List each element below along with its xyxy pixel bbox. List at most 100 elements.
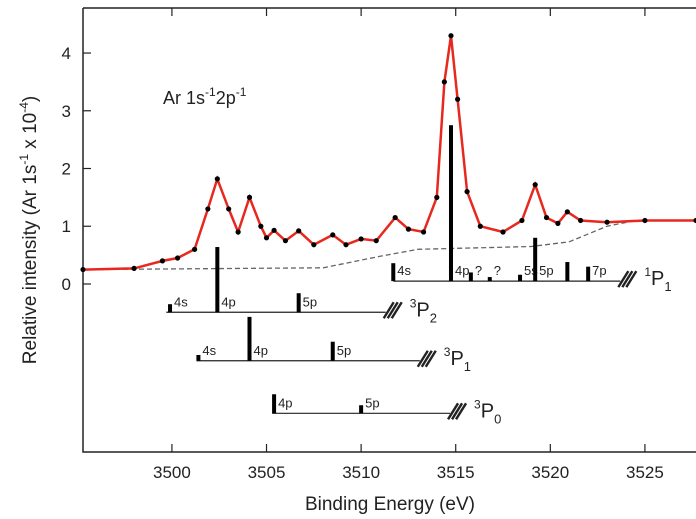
data-point (392, 214, 398, 221)
data-point (464, 189, 470, 195)
y-tick-label: 1 (62, 217, 71, 236)
term-letter: P (651, 268, 664, 290)
stick (533, 237, 538, 282)
data-point (405, 226, 412, 232)
y-label-part: ) (20, 96, 41, 102)
stick-label: 4p (455, 263, 469, 278)
y-axis-label: Relative intensity (Ar 1s-1 x 10-4) (17, 96, 41, 364)
x-tick-label: 3515 (437, 463, 475, 482)
plot-frame (82, 7, 696, 453)
data-point (577, 217, 584, 224)
y-tick-label: 0 (62, 275, 71, 294)
x-tick-label: 3500 (153, 463, 191, 482)
annotation: Ar 1s-12p-1 (163, 85, 247, 108)
term-sub: 0 (494, 411, 501, 426)
ladder-end-mark (451, 402, 464, 420)
term-label: 1P1 (644, 265, 671, 294)
data-point (343, 242, 349, 248)
data-point (532, 182, 538, 188)
data-point (477, 223, 483, 229)
data-point (214, 176, 220, 182)
stick (272, 394, 277, 414)
data-point (174, 255, 181, 261)
stick (565, 262, 570, 282)
term-sup: 1 (644, 265, 651, 279)
term-letter: P (416, 299, 429, 321)
data-point (246, 194, 253, 200)
data-point (226, 206, 232, 212)
x-axis-label: Binding Energy (eV) (305, 494, 475, 515)
stick-label: 4s (397, 263, 411, 278)
stick-label: 5p (303, 294, 317, 309)
term-letter: P (450, 348, 463, 370)
stick (359, 405, 364, 414)
data-point (555, 220, 561, 226)
term-sub: 1 (664, 279, 671, 294)
data-point (235, 229, 241, 235)
data-point (604, 219, 610, 225)
stick (487, 277, 492, 282)
term-sup: 3 (410, 296, 417, 310)
stick-label: 4p (221, 294, 235, 309)
ladder-end-mark (420, 350, 433, 368)
stick-label: 5p (539, 263, 553, 278)
y-label-part: x 10 (20, 113, 41, 154)
annotation-part: 2p (216, 88, 236, 108)
data-point (543, 214, 550, 221)
stick-label: 4p (253, 343, 267, 358)
stick (247, 316, 252, 361)
term-sub: 1 (464, 359, 471, 374)
data-point (192, 246, 198, 252)
fit-line (82, 35, 696, 271)
x-tick-label: 3510 (342, 463, 380, 482)
ladder-end-mark (416, 350, 429, 368)
data-point (296, 228, 302, 234)
ladder-end-mark (390, 301, 403, 319)
ladder-end-mark (424, 350, 437, 368)
stick-label: ? (475, 263, 482, 278)
x-tick-label: 3520 (531, 463, 569, 482)
data-point (282, 238, 289, 244)
data-point (263, 235, 270, 241)
data-point (330, 232, 336, 238)
annotation-part: Ar 1s (163, 88, 205, 108)
stick (391, 263, 396, 282)
data-point (455, 96, 461, 102)
data-point (258, 223, 264, 229)
data-point (358, 236, 364, 242)
term-sup: 3 (474, 397, 481, 411)
y-tick-label: 4 (62, 44, 71, 63)
data-point (434, 194, 440, 200)
data-point (500, 229, 506, 235)
stick (168, 304, 173, 313)
stick-label: 4p (278, 395, 292, 410)
annotation-sup: -1 (236, 85, 247, 99)
term-label: 3P0 (474, 397, 501, 426)
data-point (271, 227, 277, 233)
x-tick-label: 3525 (626, 463, 664, 482)
data-point (642, 217, 648, 224)
stick (330, 341, 335, 361)
stick-label: ? (494, 263, 501, 278)
ladder-end-mark (455, 402, 468, 420)
stick (468, 272, 473, 282)
stick (296, 293, 301, 313)
term-letter: P (481, 400, 494, 422)
stick (215, 247, 220, 313)
ladder-end-mark (617, 270, 630, 288)
data-point (131, 265, 137, 271)
stick-label: 7p (592, 263, 606, 278)
ladder-end-mark (621, 270, 634, 288)
ladder-end-mark (382, 301, 395, 319)
ladder-end-mark (625, 270, 638, 288)
term-sub: 2 (430, 310, 437, 325)
y-label-part: Relative intensity (Ar 1s (20, 165, 41, 365)
stick (196, 355, 201, 361)
y-label-sup: -4 (17, 102, 31, 113)
annotation-sup: -1 (205, 85, 216, 99)
data-point (693, 217, 696, 224)
stick (448, 125, 453, 282)
y-label-sup: -1 (17, 154, 31, 165)
data-point (80, 266, 86, 273)
data-point (159, 258, 166, 264)
